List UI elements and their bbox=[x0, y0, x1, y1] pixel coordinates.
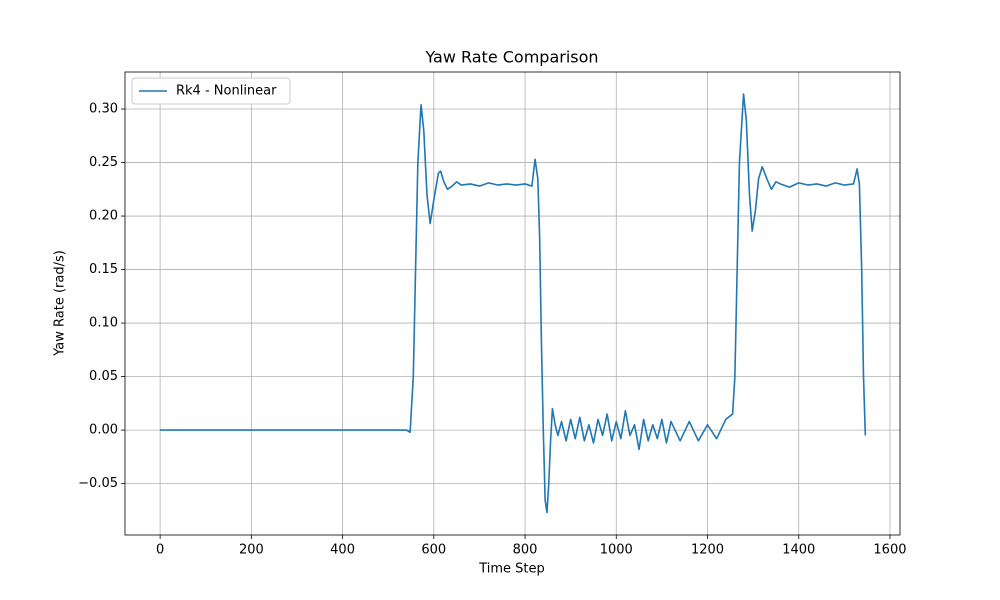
y-tick-label: 0.00 bbox=[89, 423, 118, 438]
y-tick-label: 0.15 bbox=[89, 262, 118, 277]
x-tick-label: 1000 bbox=[600, 543, 633, 558]
legend-box bbox=[131, 77, 291, 105]
y-tick-label: 0.25 bbox=[89, 155, 118, 170]
y-tick-label: 0.05 bbox=[89, 369, 118, 384]
legend-label: Rk4 - Nonlinear bbox=[176, 84, 277, 99]
x-tick-label: 1400 bbox=[782, 543, 815, 558]
x-tick-label: 1600 bbox=[873, 543, 906, 558]
y-tick-label: 0.30 bbox=[89, 102, 118, 117]
y-tick-label: 0.20 bbox=[89, 209, 118, 224]
chart-title: Yaw Rate Comparison bbox=[424, 48, 598, 67]
x-tick-label: 200 bbox=[239, 543, 264, 558]
x-tick-label: 0 bbox=[156, 543, 164, 558]
x-tick-label: 400 bbox=[330, 543, 355, 558]
y-axis-label: Yaw Rate (rad/s) bbox=[53, 250, 68, 357]
y-tick-label: 0.10 bbox=[89, 316, 118, 331]
x-tick-label: 800 bbox=[513, 543, 538, 558]
data-line bbox=[160, 93, 867, 514]
x-axis-label: Time Step bbox=[478, 562, 545, 577]
x-tick-label: 600 bbox=[421, 543, 446, 558]
plot-frame bbox=[124, 71, 901, 536]
x-tick-label: 1200 bbox=[691, 543, 724, 558]
y-tick-label: −0.05 bbox=[78, 476, 118, 491]
